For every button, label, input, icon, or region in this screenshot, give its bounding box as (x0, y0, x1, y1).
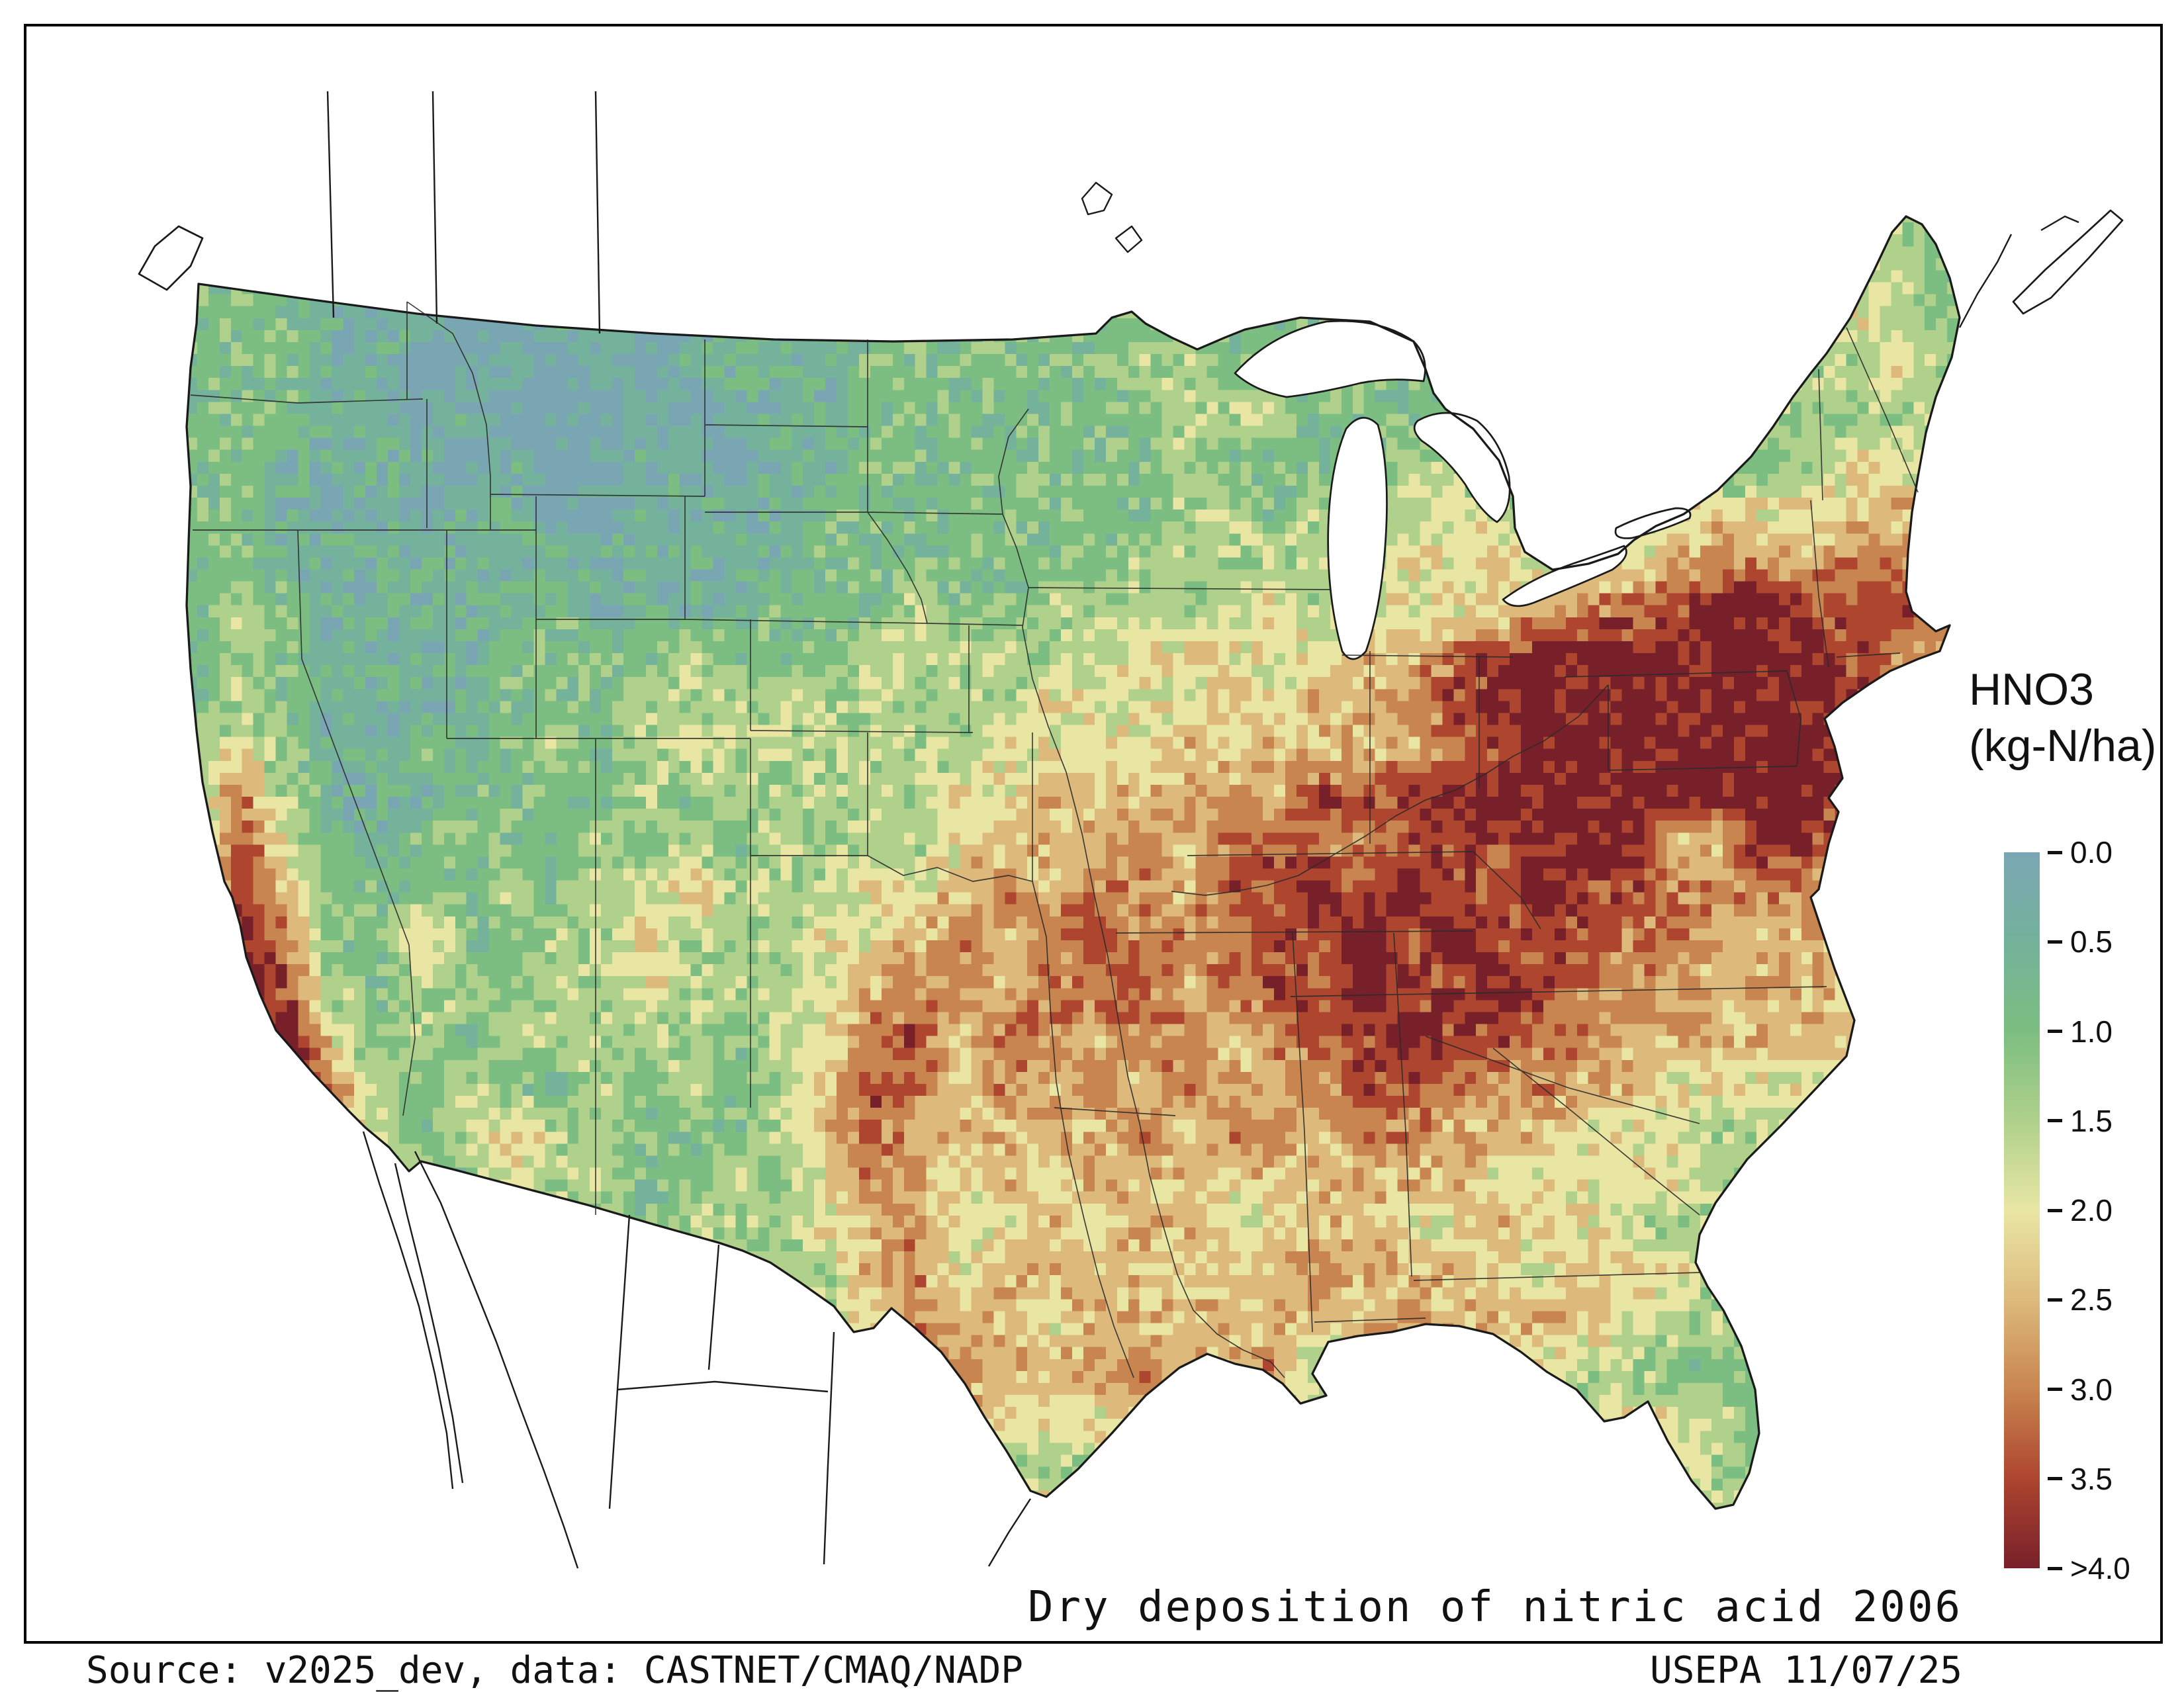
legend-tick: 0.5 (2048, 924, 2113, 959)
us-outline (185, 215, 1961, 1510)
legend-tick: 1.5 (2048, 1103, 2113, 1139)
legend-tick-mark (2048, 1388, 2062, 1391)
legend-tick-mark (2048, 1030, 2062, 1033)
deposition-raster (187, 216, 1960, 1509)
vancouver-island-nova-scotia (138, 209, 2124, 315)
state-borders (190, 301, 1919, 1378)
legend-tick-mark (2048, 1298, 2062, 1302)
legend-tick: 3.0 (2048, 1372, 2113, 1407)
legend-tick-label: 2.0 (2070, 1193, 2113, 1227)
legend-tick-mark (2048, 1477, 2062, 1481)
legend-tick-label: 2.5 (2070, 1282, 2113, 1317)
legend-tick-mark (2048, 850, 2062, 854)
legend-tick: 2.0 (2048, 1192, 2113, 1228)
agency-text: USEPA 11/07/25 (1649, 1649, 1962, 1692)
legend-tick-label: 1.5 (2070, 1103, 2113, 1138)
legend-title: HNO3 (kg-N/ha) (1969, 662, 2156, 774)
legend-tick: 2.5 (2048, 1282, 2113, 1317)
legend-tick: 0.0 (2048, 834, 2113, 870)
legend-colorbar (2004, 852, 2040, 1568)
legend-tick-label: >4.0 (2070, 1551, 2130, 1585)
legend-title-units: (kg-N/ha) (1969, 721, 2157, 771)
legend-tick-label: 0.0 (2070, 835, 2113, 869)
legend-tick: >4.0 (2048, 1550, 2130, 1586)
plot-frame (24, 24, 2163, 1644)
legend-tick-mark (2048, 1566, 2062, 1570)
legend-tick: 1.0 (2048, 1014, 2113, 1049)
legend-tick-mark (2048, 1119, 2062, 1123)
legend-tick-label: 3.0 (2070, 1372, 2113, 1407)
canada-mexico-borders (326, 91, 2079, 1569)
legend-tick-mark (2048, 940, 2062, 944)
legend-tick-label: 3.5 (2070, 1461, 2113, 1496)
source-text: Source: v2025_dev, data: CASTNET/CMAQ/NA… (86, 1649, 1024, 1692)
legend-tick-label: 1.0 (2070, 1014, 2113, 1049)
legend-tick-label: 0.5 (2070, 924, 2113, 959)
great-lakes (1234, 320, 1692, 660)
legend-tick: 3.5 (2048, 1461, 2113, 1497)
map-title: Dry deposition of nitric acid 2006 (1027, 1583, 1962, 1632)
legend-title-variable: HNO3 (1969, 664, 2094, 715)
deposition-raster-layer (187, 216, 1960, 1509)
legend-tick-list: 0.0 0.5 1.0 1.5 2.0 2.5 3.0 3.5 >4.0 (2048, 835, 2167, 1585)
legend-tick-mark (2048, 1208, 2062, 1212)
